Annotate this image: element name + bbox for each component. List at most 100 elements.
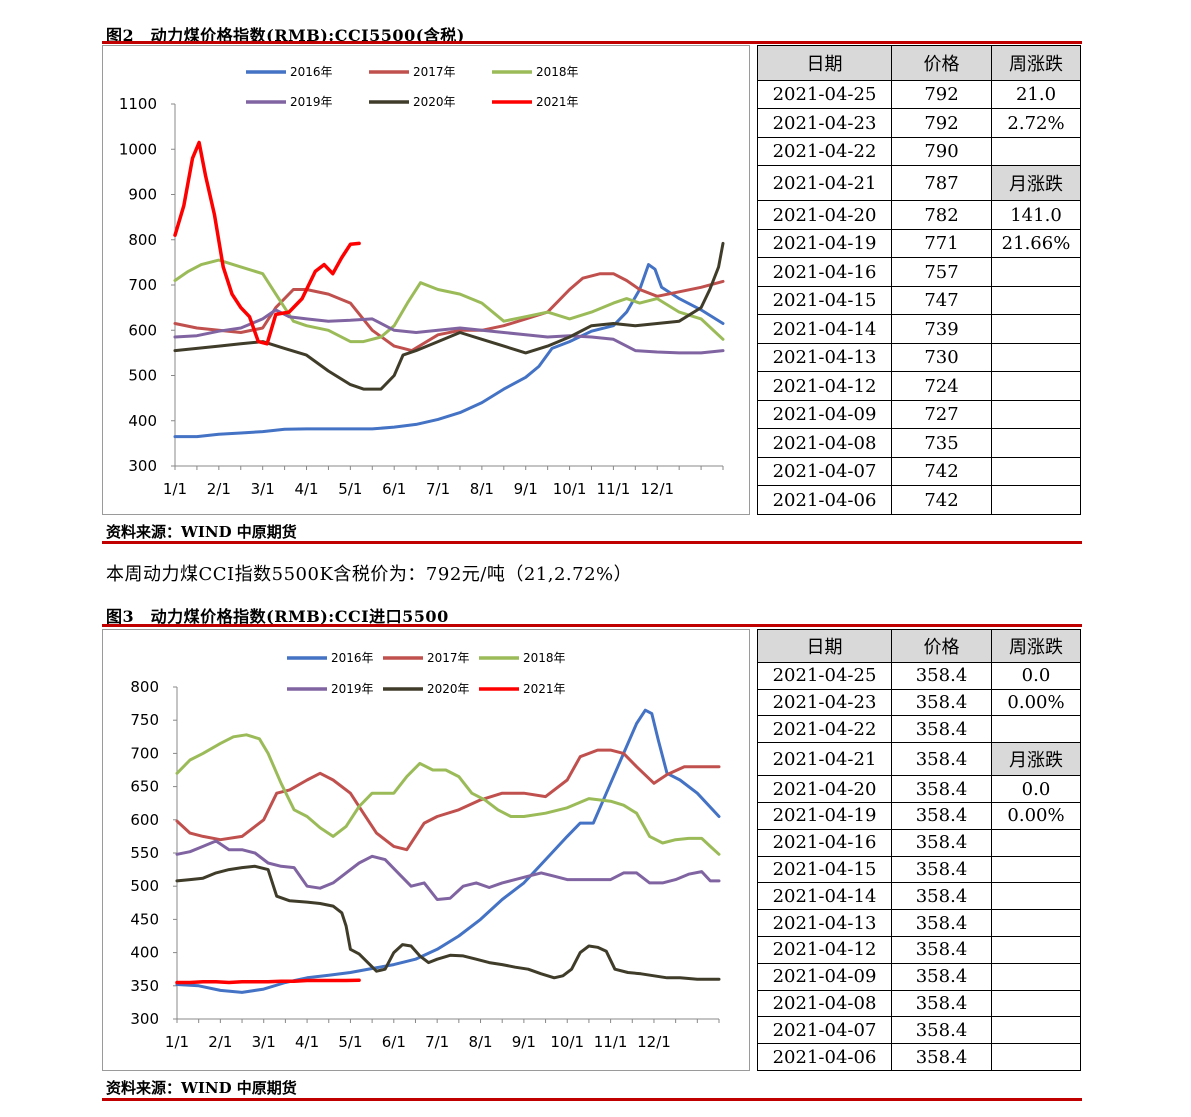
table-header-row: 日期 价格 周涨跌 bbox=[757, 45, 1081, 81]
table-cell: 2021-04-20 bbox=[757, 200, 892, 230]
x-tick-label: 1/1 bbox=[163, 480, 187, 498]
table-cell: 358.4 bbox=[891, 1016, 992, 1045]
table-cell: 792 bbox=[891, 108, 992, 138]
table-cell bbox=[991, 371, 1081, 401]
table-cell: 358.4 bbox=[891, 688, 992, 717]
table-cell: 2021-04-06 bbox=[757, 1043, 892, 1071]
x-tick-label: 12/1 bbox=[637, 1033, 671, 1051]
table-cell: 21.66% bbox=[991, 228, 1081, 259]
x-tick-label: 3/1 bbox=[251, 480, 275, 498]
table-row: 2021-04-23 358.4 0.00% bbox=[757, 688, 1081, 717]
table-cell: 735 bbox=[891, 428, 992, 458]
table-cell bbox=[991, 136, 1081, 167]
table-cell: 2021-04-13 bbox=[757, 342, 892, 373]
table-cell: 2021-04-07 bbox=[757, 1016, 892, 1045]
table-row: 2021-04-06 358.4 bbox=[757, 1043, 1081, 1071]
table-cell: 747 bbox=[891, 285, 992, 316]
x-tick-label: 3/1 bbox=[252, 1033, 276, 1051]
column-header: 周涨跌 bbox=[991, 45, 1081, 81]
table-cell: 2021-04-23 bbox=[757, 108, 892, 138]
table-cell bbox=[991, 342, 1081, 373]
title-rule bbox=[102, 624, 1082, 627]
table-row: 2021-04-25 358.4 0.0 bbox=[757, 661, 1081, 690]
table-cell: 21.0 bbox=[991, 79, 1081, 110]
table-cell: 358.4 bbox=[891, 935, 992, 964]
table-cell: 0.0 bbox=[991, 775, 1081, 803]
y-tick-label: 800 bbox=[128, 231, 157, 249]
table-cell: 2021-04-19 bbox=[757, 801, 892, 830]
table-cell bbox=[991, 1016, 1081, 1045]
table-cell: 2021-04-12 bbox=[757, 935, 892, 964]
chart-panel-2: 300 350 400 450 500 550 600 650 700 750 800 1/1 2/1 3… bbox=[102, 629, 750, 1071]
table-cell: 358.4 bbox=[891, 742, 992, 777]
price-table: 日期 价格 周涨跌 2021-04-25 792 21.0 2021-04-23 792 2.7… bbox=[757, 45, 1081, 515]
table-cell: 792 bbox=[891, 79, 992, 110]
x-tick-label: 11/1 bbox=[597, 480, 631, 498]
table-cell bbox=[991, 828, 1081, 857]
table-cell bbox=[991, 485, 1081, 515]
table-cell: 0.00% bbox=[991, 801, 1081, 830]
table-cell: 787 bbox=[891, 165, 992, 202]
table-cell: 739 bbox=[891, 314, 992, 344]
table-row: 2021-04-09 358.4 bbox=[757, 962, 1081, 991]
table-cell bbox=[991, 314, 1081, 344]
table-row: 2021-04-20 782 141.0 bbox=[757, 200, 1081, 230]
legend-label: 2020年 bbox=[413, 95, 456, 109]
y-tick-label: 600 bbox=[128, 321, 157, 339]
table-row: 2021-04-09 727 bbox=[757, 399, 1081, 430]
table-row: 2021-04-16 757 bbox=[757, 257, 1081, 287]
table-cell: 0.00% bbox=[991, 688, 1081, 717]
table-row: 2021-04-07 358.4 bbox=[757, 1016, 1081, 1045]
x-tick-label: 5/1 bbox=[338, 480, 362, 498]
y-tick-label: 700 bbox=[128, 276, 157, 294]
table-cell: 730 bbox=[891, 342, 992, 373]
x-tick-label: 8/1 bbox=[470, 480, 494, 498]
y-tick-label: 350 bbox=[130, 977, 159, 995]
table-cell: 2021-04-16 bbox=[757, 257, 892, 287]
x-tick-label: 6/1 bbox=[382, 480, 406, 498]
table-cell: 2021-04-15 bbox=[757, 855, 892, 884]
table-cell: 358.4 bbox=[891, 989, 992, 1018]
table-row: 2021-04-19 771 21.66% bbox=[757, 228, 1081, 259]
legend-label: 2019年 bbox=[290, 95, 333, 109]
table-cell: 358.4 bbox=[891, 1043, 992, 1071]
table-cell: 757 bbox=[891, 257, 992, 287]
y-tick-label: 550 bbox=[130, 844, 159, 862]
column-header: 日期 bbox=[757, 629, 892, 663]
line-chart: 300 400 500 600 700 800 900 1000 1100 1/1 2/1 3/1 4/… bbox=[119, 65, 725, 498]
table-cell: 2021-04-25 bbox=[757, 79, 892, 110]
table-cell: 790 bbox=[891, 136, 992, 167]
table-row: 2021-04-12 358.4 bbox=[757, 935, 1081, 964]
legend-label: 2017年 bbox=[413, 65, 456, 79]
x-tick-label: 12/1 bbox=[640, 480, 674, 498]
table-cell: 月涨跌 bbox=[991, 742, 1081, 777]
x-tick-label: 9/1 bbox=[512, 1033, 536, 1051]
table-cell: 2021-04-16 bbox=[757, 828, 892, 857]
y-tick-label: 800 bbox=[130, 678, 159, 696]
table-cell bbox=[991, 456, 1081, 487]
x-tick-label: 4/1 bbox=[294, 480, 318, 498]
y-tick-label: 300 bbox=[130, 1010, 159, 1028]
source-rule bbox=[102, 1098, 1082, 1101]
table-cell: 月涨跌 bbox=[991, 165, 1081, 202]
table-cell: 2021-04-22 bbox=[757, 136, 892, 167]
table-cell: 0.0 bbox=[991, 661, 1081, 690]
table-header-row: 日期 价格 周涨跌 bbox=[757, 629, 1081, 663]
table-cell: 2021-04-22 bbox=[757, 715, 892, 744]
table-cell: 358.4 bbox=[891, 715, 992, 744]
table-cell: 2021-04-07 bbox=[757, 456, 892, 487]
table-cell: 2021-04-06 bbox=[757, 485, 892, 515]
chart-panel-1: 300 400 500 600 700 800 900 1000 1100 1/1 2/1 3/1 4/… bbox=[102, 45, 750, 515]
table-cell bbox=[991, 909, 1081, 937]
y-tick-label: 500 bbox=[130, 877, 159, 895]
table-cell: 2021-04-08 bbox=[757, 989, 892, 1018]
table-cell: 358.4 bbox=[891, 828, 992, 857]
table-cell: 2021-04-23 bbox=[757, 688, 892, 717]
table-cell: 742 bbox=[891, 485, 992, 515]
title-rule bbox=[102, 41, 1082, 44]
table-row: 2021-04-07 742 bbox=[757, 456, 1081, 487]
x-tick-label: 10/1 bbox=[553, 480, 587, 498]
table-cell: 358.4 bbox=[891, 882, 992, 911]
series-line bbox=[175, 839, 721, 901]
table-cell: 2021-04-14 bbox=[757, 314, 892, 344]
